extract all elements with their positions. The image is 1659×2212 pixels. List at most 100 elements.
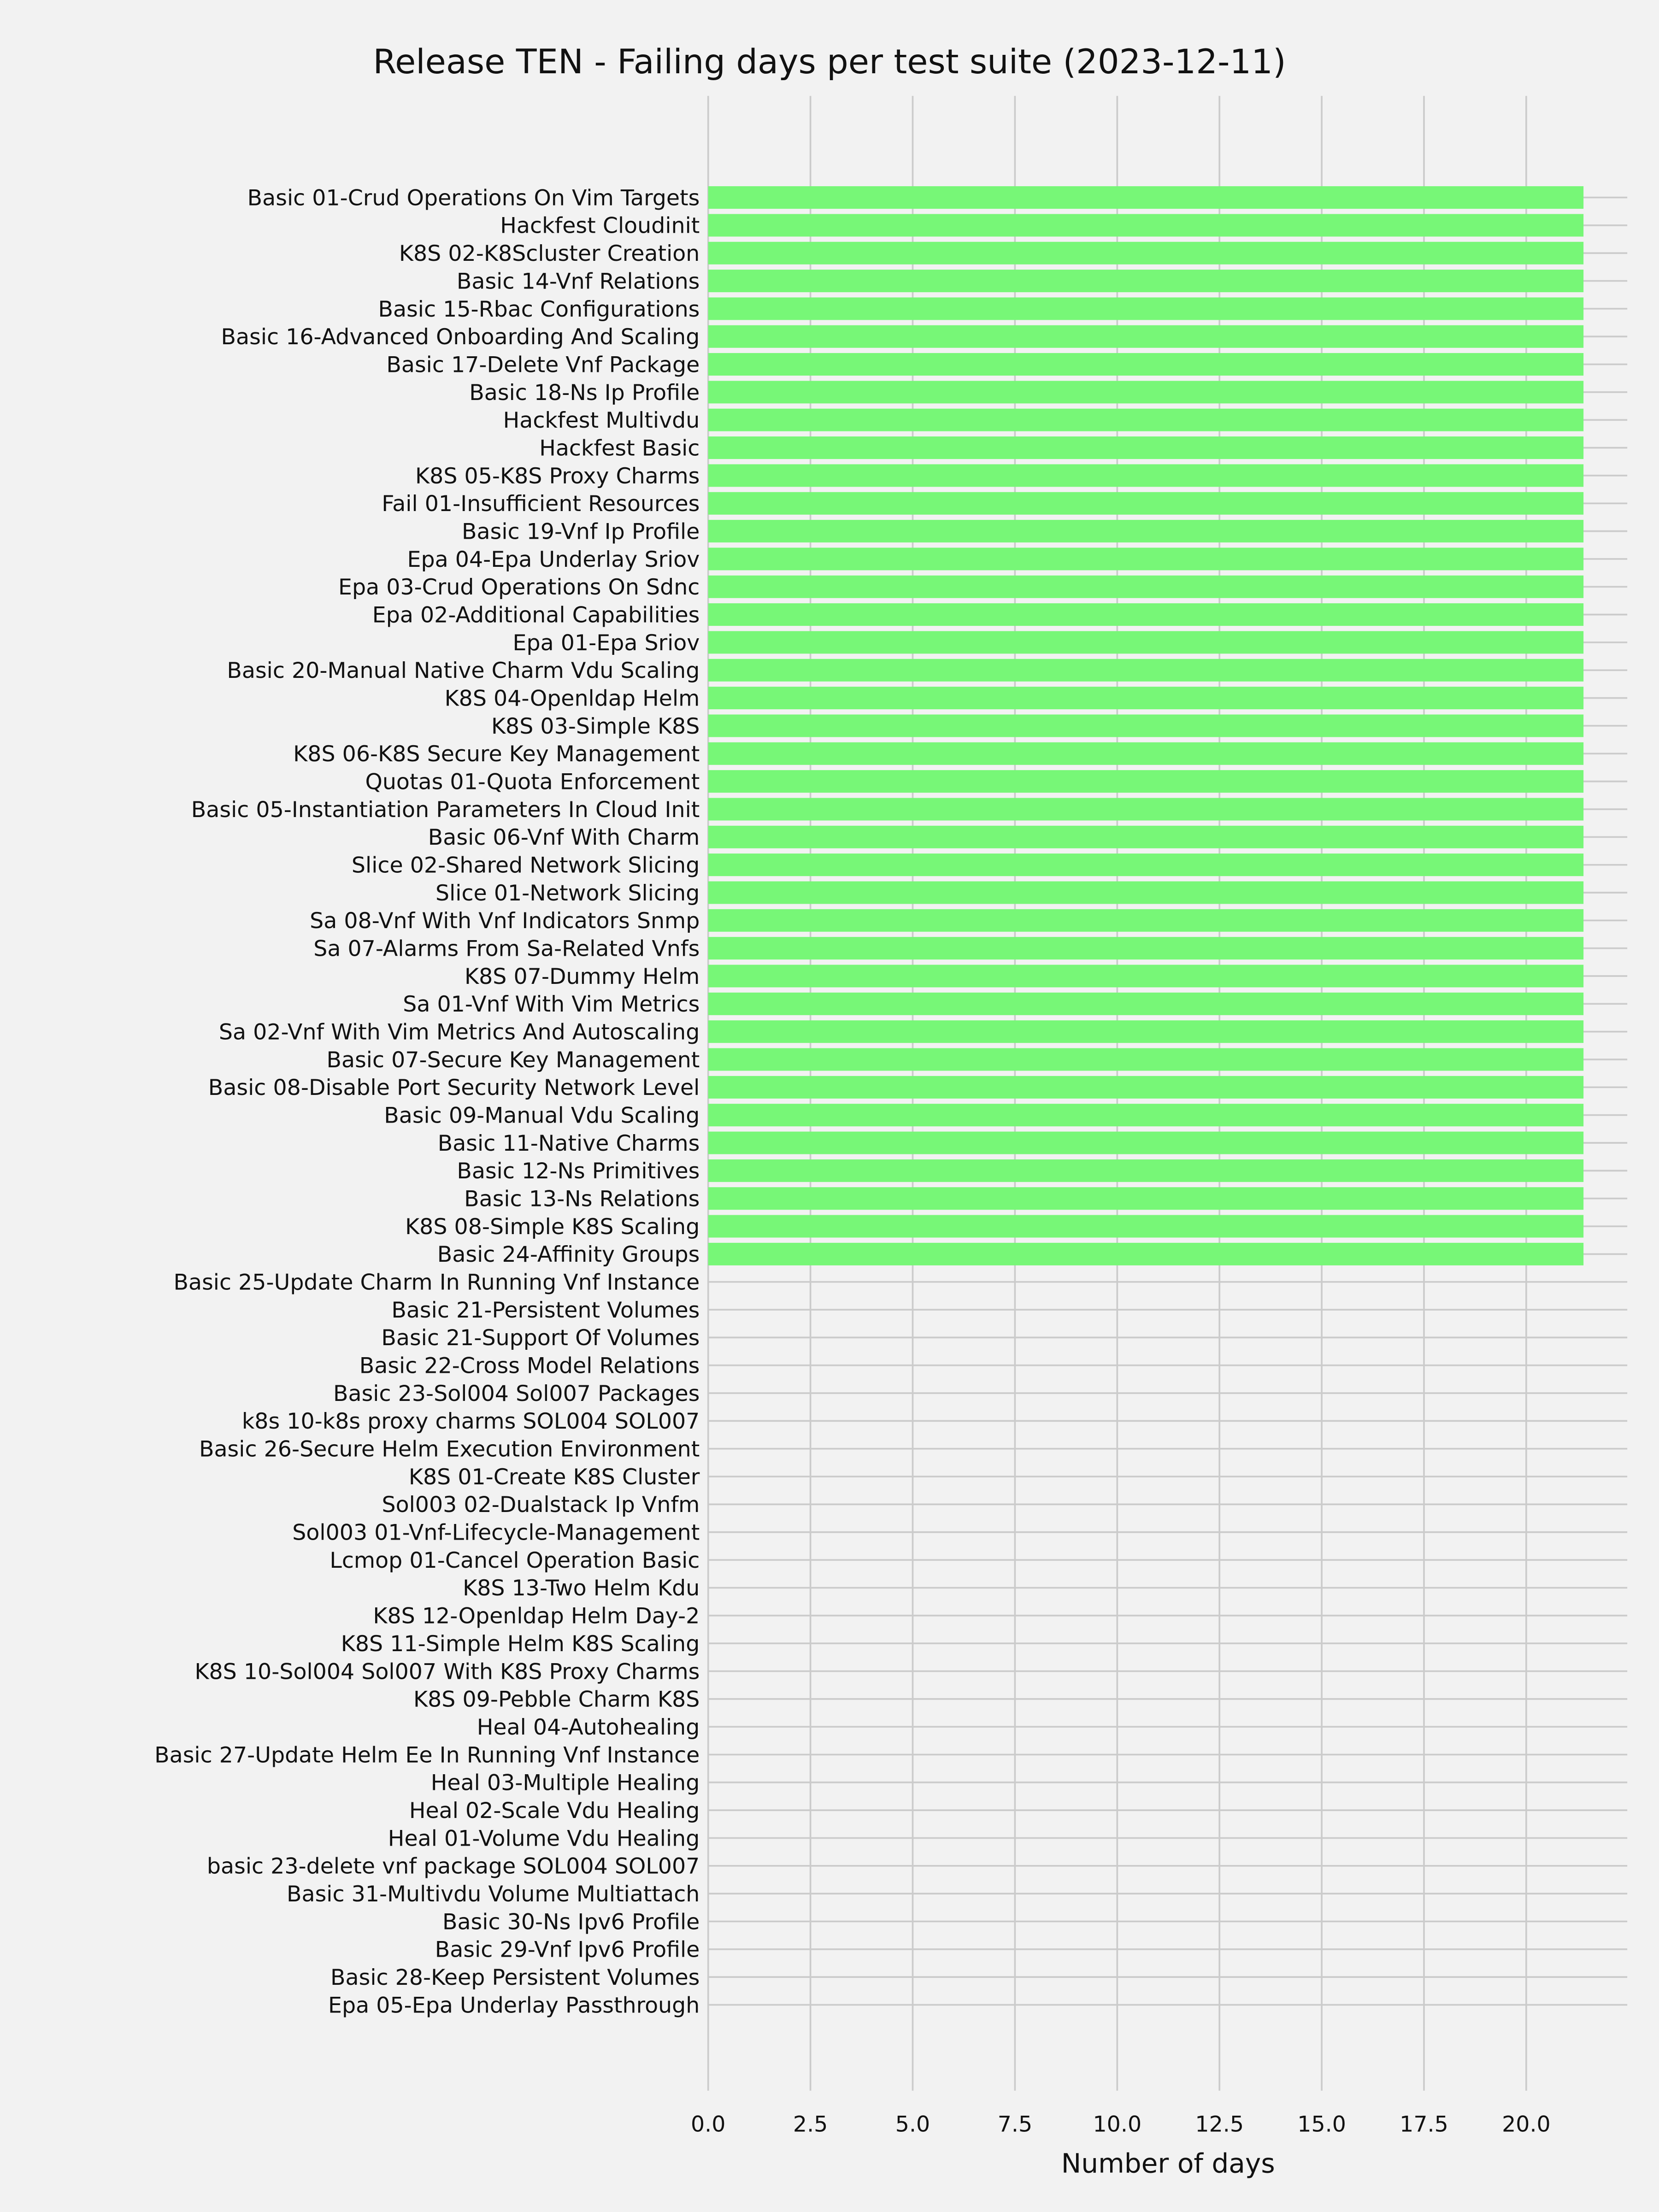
bar <box>708 714 1584 737</box>
bar <box>708 909 1584 932</box>
bar <box>708 992 1584 1015</box>
y-tick-label: Basic 17-Delete Vnf Package <box>386 352 700 377</box>
bar <box>708 464 1584 487</box>
bar <box>708 1187 1584 1210</box>
y-tick-label: Heal 02-Scale Vdu Healing <box>409 1798 700 1824</box>
y-tick-label: Basic 22-Cross Model Relations <box>359 1353 700 1379</box>
x-tick-label: 0.0 <box>691 2112 725 2137</box>
bar <box>708 520 1584 543</box>
bar <box>708 742 1584 765</box>
y-tick-label: K8S 05-K8S Proxy Charms <box>415 464 700 489</box>
bar <box>708 770 1584 793</box>
chart-title: Release TEN - Failing days per test suit… <box>373 42 1286 82</box>
y-tick-label: K8S 08-Simple K8S Scaling <box>405 1214 700 1240</box>
y-tick-label: Basic 19-Vnf Ip Profile <box>462 519 700 544</box>
y-tick-label: Basic 12-Ns Primitives <box>457 1159 700 1184</box>
bar <box>708 1020 1584 1043</box>
y-tick-label: Basic 14-Vnf Relations <box>457 269 700 294</box>
bar <box>708 965 1584 988</box>
y-tick-label: Epa 05-Epa Underlay Passthrough <box>328 1993 700 2018</box>
bar <box>708 297 1584 320</box>
y-tick-label: Sa 08-Vnf With Vnf Indicators Snmp <box>310 908 700 934</box>
y-tick-label: Basic 24-Affinity Groups <box>437 1242 700 1267</box>
bar <box>708 1215 1584 1238</box>
y-tick-label: Sa 07-Alarms From Sa-Related Vnfs <box>313 936 700 962</box>
bar <box>708 325 1584 348</box>
y-tick-label: Basic 26-Secure Helm Execution Environme… <box>199 1437 700 1462</box>
bar <box>708 241 1584 265</box>
y-tick-label: Basic 31-Multivdu Volume Multiattach <box>287 1882 700 1907</box>
bar <box>708 659 1584 682</box>
y-tick-label: Basic 28-Keep Persistent Volumes <box>330 1965 700 1990</box>
x-tick-label: 17.5 <box>1400 2112 1448 2137</box>
y-tick-label: K8S 09-Pebble Charm K8S <box>413 1687 700 1712</box>
bar <box>708 492 1584 515</box>
bar <box>708 1076 1584 1099</box>
y-tick-label: K8S 13-Two Helm Kdu <box>463 1576 700 1601</box>
y-tick-label: K8S 01-Create K8S Cluster <box>409 1465 700 1490</box>
y-tick-label: K8S 12-Openldap Helm Day-2 <box>373 1604 700 1629</box>
bar <box>708 853 1584 877</box>
y-tick-label: k8s 10-k8s proxy charms SOL004 SOL007 <box>242 1409 700 1434</box>
y-tick-label: K8S 03-Simple K8S <box>491 714 700 739</box>
bar <box>708 603 1584 626</box>
y-tick-label: Basic 15-Rbac Configurations <box>378 297 700 322</box>
bar <box>708 547 1584 571</box>
y-tick-label: Lcmop 01-Cancel Operation Basic <box>329 1548 700 1573</box>
x-tick-label: 2.5 <box>793 2112 828 2137</box>
bar <box>708 1048 1584 1071</box>
bar <box>708 408 1584 431</box>
bar <box>708 270 1584 293</box>
y-tick-label: Slice 01-Network Slicing <box>435 881 700 906</box>
y-tick-label: Basic 29-Vnf Ipv6 Profile <box>435 1937 700 1963</box>
y-tick-label: Basic 18-Ns Ip Profile <box>469 380 700 406</box>
y-tick-label: Heal 03-Multiple Healing <box>431 1771 700 1796</box>
bar <box>708 798 1584 821</box>
y-tick-label: Epa 01-Epa Sriov <box>513 630 700 656</box>
x-tick-label: 7.5 <box>998 2112 1032 2137</box>
y-tick-label: Basic 16-Advanced Onboarding And Scaling <box>221 324 700 350</box>
y-tick-label: K8S 02-K8Scluster Creation <box>399 241 700 266</box>
y-tick-label: Basic 08-Disable Port Security Network L… <box>208 1075 700 1100</box>
y-tick-label: Basic 20-Manual Native Charm Vdu Scaling <box>227 658 700 683</box>
y-tick-label: Sol003 01-Vnf-Lifecycle-Management <box>292 1520 700 1546</box>
bar <box>708 436 1584 459</box>
y-tick-label: Epa 02-Additional Capabilities <box>372 602 700 628</box>
y-tick-label: Basic 27-Update Helm Ee In Running Vnf I… <box>154 1742 700 1768</box>
bar <box>708 381 1584 404</box>
y-tick-label: Basic 21-Persistent Volumes <box>391 1298 700 1323</box>
y-tick-label: Heal 01-Volume Vdu Healing <box>388 1826 700 1851</box>
x-tick-label: 12.5 <box>1195 2112 1244 2137</box>
y-tick-label: Basic 13-Ns Relations <box>464 1187 700 1212</box>
y-tick-label: Basic 06-Vnf With Charm <box>428 825 700 850</box>
x-tick-labels: 0.0 2.5 5.0 7.5 10.0 12.5 15.0 17.5 20.0 <box>691 2112 1551 2137</box>
y-tick-label: Basic 23-Sol004 Sol007 Packages <box>333 1381 700 1406</box>
x-axis-label: Number of days <box>1061 2147 1275 2179</box>
y-tick-label: Basic 21-Support Of Volumes <box>381 1325 700 1351</box>
y-tick-label: Sa 02-Vnf With Vim Metrics And Autoscali… <box>219 1020 700 1045</box>
bar <box>708 575 1584 598</box>
y-tick-label: K8S 06-K8S Secure Key Management <box>293 741 700 767</box>
bar <box>708 1104 1584 1127</box>
x-tick-label: 15.0 <box>1297 2112 1346 2137</box>
y-tick-label: basic 23-delete vnf package SOL004 SOL00… <box>207 1854 700 1879</box>
bars <box>708 186 1584 1265</box>
y-tick-label: Epa 03-Crud Operations On Sdnc <box>338 575 700 600</box>
bar <box>708 353 1584 376</box>
y-tick-label: Hackfest Cloudinit <box>500 213 700 239</box>
y-tick-label: Basic 09-Manual Vdu Scaling <box>384 1103 700 1129</box>
y-tick-label: Basic 30-Ns Ipv6 Profile <box>442 1909 700 1935</box>
y-tick-label: K8S 04-Openldap Helm <box>445 686 700 711</box>
x-tick-label: 10.0 <box>1093 2112 1142 2137</box>
y-tick-label: Epa 04-Epa Underlay Sriov <box>407 547 700 572</box>
y-tick-label: Basic 25-Update Charm In Running Vnf Ins… <box>173 1270 700 1295</box>
bar <box>708 1159 1584 1182</box>
y-tick-labels: Basic 01-Crud Operations On Vim TargetsH… <box>154 185 700 2018</box>
y-tick-label: Hackfest Multivdu <box>503 408 700 433</box>
y-tick-label: Basic 05-Instantiation Parameters In Clo… <box>191 797 700 823</box>
y-tick-label: Basic 11-Native Charms <box>438 1131 700 1156</box>
bar <box>708 1131 1584 1154</box>
y-tick-label: Sa 01-Vnf With Vim Metrics <box>403 992 700 1017</box>
bar <box>708 186 1584 209</box>
